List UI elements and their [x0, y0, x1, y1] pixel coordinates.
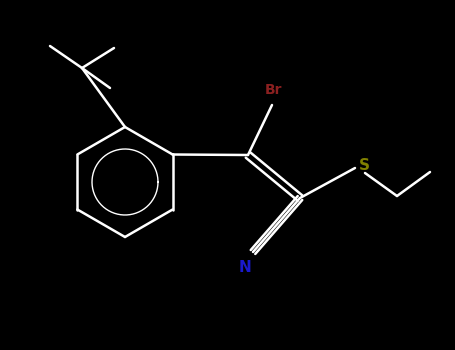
- Text: N: N: [238, 260, 251, 275]
- Text: S: S: [359, 158, 370, 173]
- Text: Br: Br: [265, 83, 283, 97]
